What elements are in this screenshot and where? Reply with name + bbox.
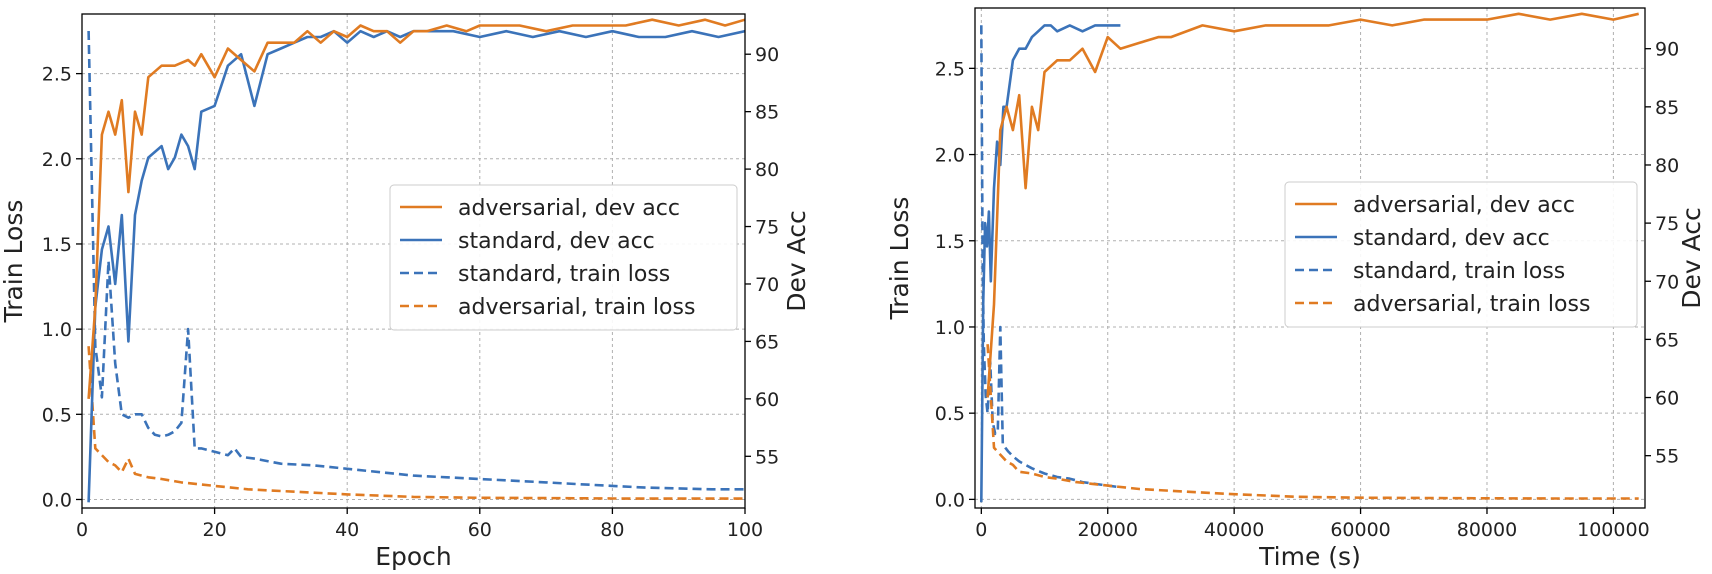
- x-axis-title: Epoch: [375, 542, 452, 571]
- legend-label: adversarial, train loss: [458, 295, 695, 320]
- y-left-tick-label: 0.0: [935, 489, 965, 511]
- legend-label: standard, train loss: [1353, 259, 1565, 284]
- y-left-tick-label: 1.0: [935, 317, 965, 339]
- legend-label: adversarial, dev acc: [458, 196, 680, 221]
- series-line-standard-train-loss: [87, 30, 745, 491]
- legend-label: adversarial, train loss: [1353, 292, 1590, 317]
- x-tick-label: 60000: [1330, 519, 1390, 541]
- y-right-tick-label: 75: [755, 217, 779, 239]
- y-right-tick-label: 60: [1655, 388, 1679, 410]
- y-right-tick-label: 80: [1655, 155, 1679, 177]
- legend-box: [1284, 181, 1638, 328]
- y-left-tick-label: 2.0: [42, 149, 72, 171]
- y-right-tick-label: 80: [755, 159, 779, 181]
- legend-box: [389, 184, 738, 331]
- series-line-standard-train-loss: [980, 25, 1121, 489]
- x-tick-label: 0: [76, 519, 88, 541]
- y-left-tick-label: 1.5: [42, 234, 72, 256]
- y-right-tick-label: 60: [755, 389, 779, 411]
- y-right-tick-label: 65: [755, 331, 779, 353]
- y-right-tick-label: 90: [1655, 39, 1679, 61]
- y-left-axis-title: Train Loss: [0, 200, 28, 324]
- chart-panel-1: 0 20 40 60 80 100 0.0 0.5 1.0 1.5 2.0 2.5 55 60 65 70 75…: [0, 13, 811, 571]
- x-tick-label: 100000: [1577, 519, 1650, 541]
- y-right-tick-label: 90: [755, 44, 779, 66]
- y-right-tick-label: 55: [1655, 446, 1679, 468]
- y-left-tick-label: 0.5: [42, 404, 72, 426]
- y-left-tick-label: 0.5: [935, 403, 965, 425]
- x-tick-label: 100: [727, 519, 763, 541]
- legend-label: standard, train loss: [458, 262, 670, 287]
- chart-panel-2: 0 20000 40000 60000 80000 100000 0.0 0.5 1.0 1.5 2…: [885, 7, 1706, 571]
- x-tick-label: 20000: [1078, 519, 1138, 541]
- y-right-tick-label: 70: [755, 274, 779, 296]
- y-right-tick-label: 55: [755, 446, 779, 468]
- plot-frame: [81, 13, 746, 509]
- x-tick-label: 20: [203, 519, 227, 541]
- y-right-tick-label: 75: [1655, 213, 1679, 235]
- y-left-tick-label: 1.5: [935, 231, 965, 253]
- x-tick-label: 40: [335, 519, 359, 541]
- y-left-axis-title: Train Loss: [885, 197, 914, 321]
- legend-label: adversarial, dev acc: [1353, 193, 1575, 218]
- legend: adversarial, dev acc standard, dev acc sta…: [1284, 181, 1638, 328]
- series-line-adversarial-train-loss: [87, 346, 745, 500]
- y-right-tick-label: 65: [1655, 329, 1679, 351]
- series-line-adversarial-dev-acc: [986, 12, 1639, 398]
- series-line-standard-dev-acc: [87, 29, 745, 503]
- x-tick-label: 80000: [1457, 519, 1517, 541]
- x-tick-label: 40000: [1204, 519, 1264, 541]
- y-right-tick-label: 85: [755, 102, 779, 124]
- x-tick-label: 80: [600, 519, 624, 541]
- y-left-tick-label: 2.0: [935, 145, 965, 167]
- y-right-axis-title: Dev Acc: [782, 210, 811, 312]
- series-line-adversarial-train-loss: [986, 344, 1639, 500]
- series-line-adversarial-dev-acc: [87, 18, 745, 399]
- x-tick-label: 60: [468, 519, 492, 541]
- x-axis-title: Time (s): [1258, 542, 1361, 571]
- plot-frame: [974, 7, 1646, 509]
- y-left-tick-label: 1.0: [42, 319, 72, 341]
- y-left-tick-label: 0.0: [42, 489, 72, 511]
- y-left-tick-label: 2.5: [42, 64, 72, 86]
- y-right-tick-label: 70: [1655, 271, 1679, 293]
- y-left-tick-label: 2.5: [935, 58, 965, 80]
- legend-label: standard, dev acc: [1353, 226, 1550, 251]
- series-line-standard-dev-acc: [980, 24, 1121, 503]
- y-right-axis-title: Dev Acc: [1677, 207, 1706, 309]
- legend: adversarial, dev acc standard, dev acc sta…: [389, 184, 738, 331]
- x-tick-label: 0: [975, 519, 987, 541]
- y-right-tick-label: 85: [1655, 97, 1679, 119]
- legend-label: standard, dev acc: [458, 229, 655, 254]
